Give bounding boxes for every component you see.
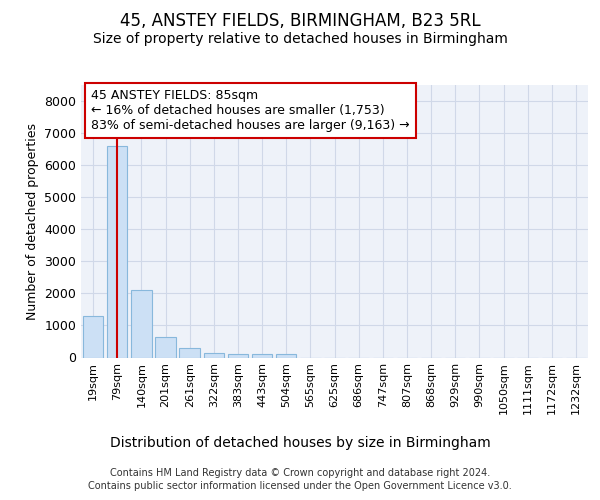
Text: 45, ANSTEY FIELDS, BIRMINGHAM, B23 5RL: 45, ANSTEY FIELDS, BIRMINGHAM, B23 5RL <box>119 12 481 30</box>
Text: Contains public sector information licensed under the Open Government Licence v3: Contains public sector information licen… <box>88 481 512 491</box>
Bar <box>227 354 248 358</box>
Bar <box>252 354 272 358</box>
Text: Size of property relative to detached houses in Birmingham: Size of property relative to detached ho… <box>92 32 508 46</box>
Text: 45 ANSTEY FIELDS: 85sqm
← 16% of detached houses are smaller (1,753)
83% of semi: 45 ANSTEY FIELDS: 85sqm ← 16% of detache… <box>91 89 410 132</box>
Bar <box>179 348 200 358</box>
Bar <box>107 146 127 358</box>
Text: Distribution of detached houses by size in Birmingham: Distribution of detached houses by size … <box>110 436 490 450</box>
Text: Contains HM Land Registry data © Crown copyright and database right 2024.: Contains HM Land Registry data © Crown c… <box>110 468 490 477</box>
Bar <box>276 354 296 358</box>
Bar <box>155 336 176 357</box>
Bar <box>83 316 103 358</box>
Y-axis label: Number of detached properties: Number of detached properties <box>26 122 38 320</box>
Bar <box>203 352 224 358</box>
Bar <box>131 290 152 358</box>
